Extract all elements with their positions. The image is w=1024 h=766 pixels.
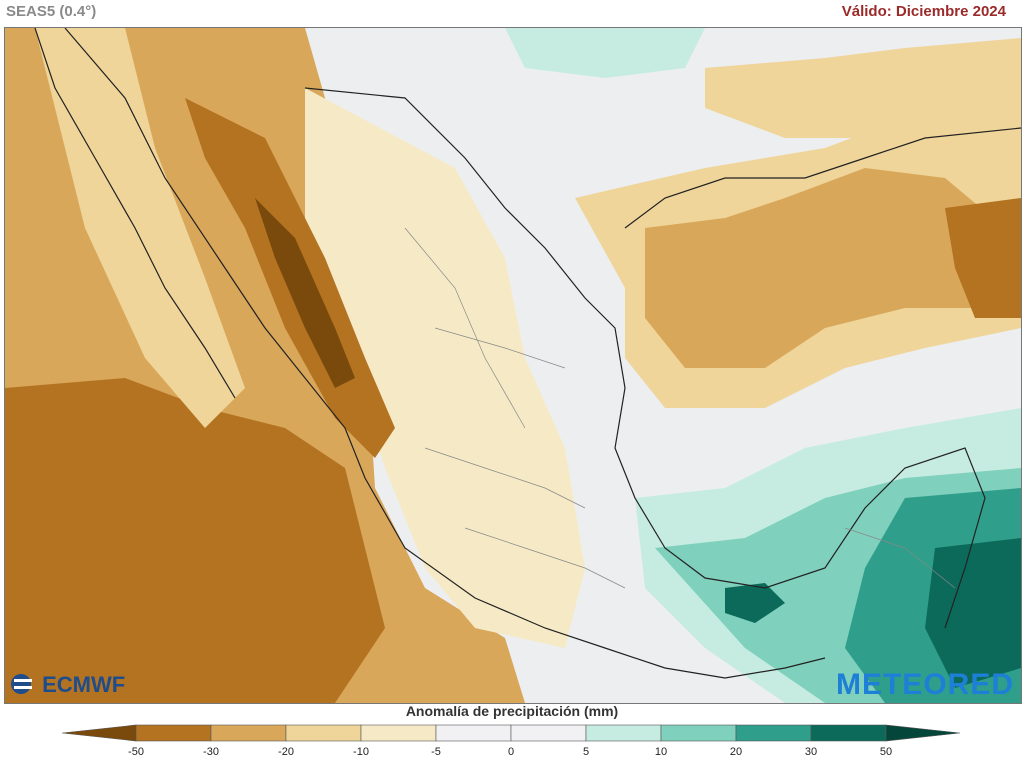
colorbar-tick-label: -50	[128, 746, 144, 758]
colorbar-segment	[735, 724, 812, 742]
colorbar-tick-label: 20	[729, 746, 743, 758]
valid-date-label: Válido: Diciembre 2024	[841, 3, 1006, 20]
ecmwf-logo: ECMWF	[10, 672, 125, 701]
colorbar-tick-label: 5	[582, 746, 590, 758]
colorbar-segment	[810, 724, 887, 742]
wet-zone-blob	[725, 583, 785, 623]
colorbar-segment	[510, 724, 587, 742]
dry-zone-north	[705, 38, 1021, 138]
colorbar-segment	[210, 724, 287, 742]
light-dry-baja	[35, 28, 245, 428]
state-borders	[404, 227, 956, 589]
colorbar-tick-label: -30	[203, 746, 219, 758]
colorbar-tick-label: -20	[278, 746, 294, 758]
dry-zone-gulf-mid	[645, 168, 1005, 368]
colorbar	[61, 722, 962, 749]
colorbar-canvas	[61, 724, 961, 742]
colorbar-segment	[585, 724, 662, 742]
colorbar-tick-label: 50	[879, 746, 893, 758]
colorbar-extend-low	[61, 724, 137, 742]
precipitation-anomaly-map	[4, 27, 1022, 704]
wet-zone-very-strong	[925, 538, 1021, 688]
colorbar-segment	[435, 724, 512, 742]
meteored-logo: METEORED	[835, 668, 1014, 701]
colorbar-extend-high	[885, 724, 961, 742]
colorbar-segment	[285, 724, 362, 742]
dry-zone-patch-1	[35, 433, 235, 668]
light-dry-mainland	[305, 88, 585, 648]
colorbar-segment	[360, 724, 437, 742]
colorbar-segment	[135, 724, 212, 742]
colorbar-tick-label: -10	[353, 746, 369, 758]
map-canvas	[5, 28, 1021, 703]
colorbar-tick-label: 30	[804, 746, 818, 758]
dry-zone-gulf-deep	[945, 198, 1021, 318]
colorbar-title: Anomalía de precipitación (mm)	[405, 703, 619, 719]
colorbar-tick-label: 0	[507, 746, 515, 758]
colorbar-tick-label: -5	[431, 746, 441, 758]
coastlines	[34, 28, 1021, 679]
ecmwf-icon	[10, 673, 36, 701]
header: SEAS5 (0.4°) Válido: Diciembre 2024	[0, 0, 1024, 28]
colorbar-tick-label: 10	[654, 746, 668, 758]
wet-zone-north	[505, 28, 705, 78]
ecmwf-logo-text: ECMWF	[42, 672, 126, 697]
colorbar-segment	[660, 724, 737, 742]
model-label: SEAS5 (0.4°)	[6, 3, 97, 20]
very-dry-sierra	[255, 198, 355, 388]
